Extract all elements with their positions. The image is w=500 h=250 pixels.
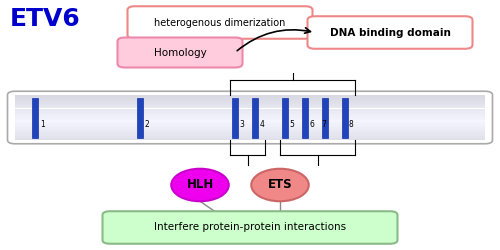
Text: DNA binding domain: DNA binding domain bbox=[330, 28, 450, 38]
Text: 6: 6 bbox=[310, 120, 314, 129]
Bar bbox=[15, 104, 485, 106]
Bar bbox=[15, 122, 485, 124]
Text: 4: 4 bbox=[260, 120, 264, 129]
Ellipse shape bbox=[171, 169, 229, 201]
Bar bbox=[15, 111, 485, 113]
Bar bbox=[15, 133, 485, 136]
FancyBboxPatch shape bbox=[118, 38, 242, 68]
Text: HLH: HLH bbox=[186, 178, 214, 192]
Text: ETV6: ETV6 bbox=[10, 8, 81, 32]
Bar bbox=[137, 98, 143, 138]
Bar bbox=[15, 124, 485, 126]
Bar bbox=[15, 102, 485, 104]
Bar bbox=[15, 120, 485, 122]
Text: Homology: Homology bbox=[154, 48, 206, 58]
Text: heterogenous dimerization: heterogenous dimerization bbox=[154, 18, 286, 28]
FancyBboxPatch shape bbox=[308, 16, 472, 49]
Bar bbox=[15, 126, 485, 129]
FancyBboxPatch shape bbox=[102, 211, 398, 244]
Ellipse shape bbox=[252, 169, 309, 201]
Bar bbox=[15, 113, 485, 115]
Bar bbox=[15, 115, 485, 117]
Bar bbox=[282, 98, 288, 138]
Bar bbox=[15, 138, 485, 140]
Text: Interfere protein-protein interactions: Interfere protein-protein interactions bbox=[154, 222, 346, 232]
Bar bbox=[232, 98, 238, 138]
Bar bbox=[302, 98, 308, 138]
Bar bbox=[15, 118, 485, 120]
Bar bbox=[15, 95, 485, 97]
Bar bbox=[15, 108, 485, 111]
Bar bbox=[15, 97, 485, 100]
Bar bbox=[322, 98, 328, 138]
Text: 2: 2 bbox=[145, 120, 150, 129]
Bar bbox=[15, 106, 485, 108]
Bar bbox=[15, 100, 485, 102]
FancyBboxPatch shape bbox=[128, 6, 312, 39]
Bar bbox=[15, 129, 485, 131]
Text: 8: 8 bbox=[348, 120, 354, 129]
Text: ETS: ETS bbox=[268, 178, 292, 192]
Text: 5: 5 bbox=[290, 120, 294, 129]
Bar bbox=[342, 98, 348, 138]
Bar bbox=[32, 98, 38, 138]
Bar bbox=[15, 136, 485, 138]
Text: 1: 1 bbox=[40, 120, 44, 129]
Text: 7: 7 bbox=[322, 120, 326, 129]
Bar bbox=[252, 98, 258, 138]
Bar bbox=[15, 131, 485, 133]
Text: 3: 3 bbox=[240, 120, 244, 129]
